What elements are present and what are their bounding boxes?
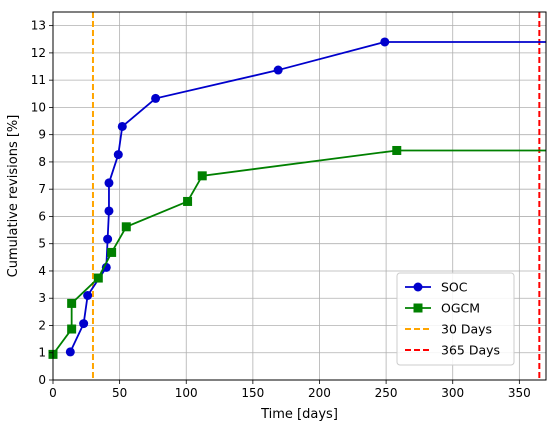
series — [48, 37, 546, 359]
ogcm-point — [183, 196, 193, 206]
y-tick-label: 11 — [31, 73, 46, 87]
y-axis-label: Cumulative revisions [%] — [6, 115, 21, 278]
legend-label-30-days: 30 Days — [441, 322, 492, 337]
soc-point — [65, 347, 75, 357]
ogcm-point — [197, 171, 207, 181]
x-tick-label: 100 — [175, 386, 198, 400]
series-soc — [65, 37, 546, 357]
y-tick-label: 7 — [38, 182, 46, 196]
legend-marker-ogcm — [413, 303, 423, 313]
series-line-ogcm — [52, 149, 546, 355]
x-tick-label: 300 — [441, 386, 464, 400]
legend-label-365-days: 365 Days — [441, 343, 500, 358]
soc-point — [273, 65, 283, 75]
y-tick-label: 6 — [38, 209, 46, 223]
x-axis-label: Time [days] — [260, 407, 338, 422]
legend: SOC OGCM 30 Days 365 Days — [396, 272, 515, 366]
y-tick-label: 13 — [31, 19, 46, 33]
x-tick-label: 150 — [241, 386, 264, 400]
y-tick-label: 3 — [38, 291, 46, 305]
soc-point — [104, 206, 114, 216]
ogcm-point — [67, 324, 77, 334]
y-tick-label: 0 — [38, 373, 46, 387]
y-tick-label: 9 — [38, 128, 46, 142]
legend-label-soc: SOC — [441, 280, 468, 295]
legend-box — [396, 272, 515, 366]
soc-point — [113, 150, 123, 160]
soc-point — [103, 234, 113, 244]
soc-point — [83, 290, 93, 300]
x-tick-label: 250 — [375, 386, 398, 400]
reference-lines — [91, 12, 541, 380]
ogcm-point — [93, 273, 103, 283]
y-tick-label: 5 — [38, 237, 46, 251]
soc-point — [380, 37, 390, 47]
y-tick-label: 1 — [38, 346, 46, 360]
x-tick-label: 350 — [508, 386, 531, 400]
ogcm-point — [121, 222, 131, 232]
x-tick-label: 50 — [112, 386, 127, 400]
soc-point — [117, 121, 127, 131]
y-tick-label: 4 — [38, 264, 46, 278]
legend-label-ogcm: OGCM — [441, 301, 480, 316]
soc-point — [79, 319, 89, 329]
ogcm-point — [107, 247, 117, 257]
x-tick-label: 200 — [308, 386, 331, 400]
plot-frame — [52, 11, 547, 381]
soc-point — [151, 93, 161, 103]
y-tick-label: 2 — [38, 318, 46, 332]
soc-point — [104, 178, 114, 188]
ogcm-point — [67, 298, 77, 308]
y-tick-label: 10 — [31, 100, 46, 114]
y-tick-label: 8 — [38, 155, 46, 169]
x-tick-label: 0 — [49, 386, 57, 400]
legend-marker-soc — [413, 282, 423, 292]
y-tick-label: 12 — [31, 46, 46, 60]
ogcm-point — [392, 145, 402, 155]
